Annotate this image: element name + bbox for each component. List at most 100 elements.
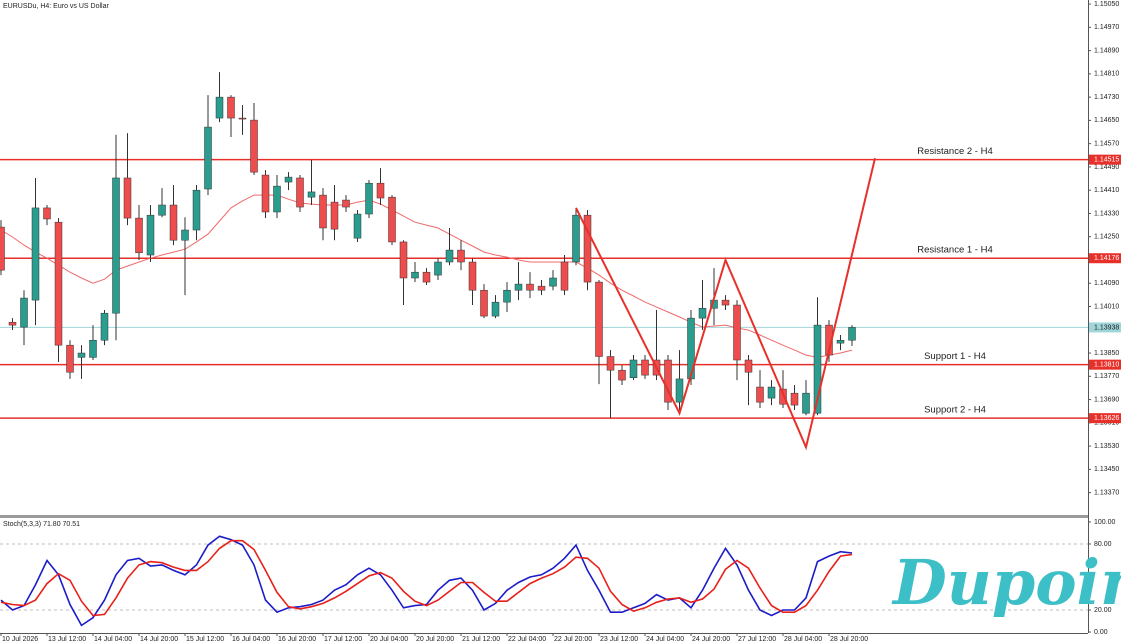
watermark-logo: Dupoin <box>891 546 1121 619</box>
x-tick-label: 21 Jul 12:00 <box>462 636 500 643</box>
y-tick-label: 1.14970 <box>1094 24 1119 31</box>
stochastic-line <box>0 539 853 617</box>
candle-body <box>836 339 845 344</box>
current-price-label: 1.13938 <box>1094 324 1119 331</box>
x-tick-label: 23 Jul 12:00 <box>600 636 638 643</box>
candle-body <box>181 229 189 241</box>
x-tick-label: 17 Jul 12:00 <box>324 636 362 643</box>
candle-body <box>802 392 810 414</box>
candle-body <box>238 117 247 120</box>
candle-body <box>284 176 293 183</box>
y-tick-label: 1.14010 <box>1094 303 1119 310</box>
candle-body <box>480 289 488 317</box>
candle-body <box>261 174 270 213</box>
level-name: Support 1 - H4 <box>924 351 986 362</box>
level-price-label: 1.13626 <box>1094 415 1119 422</box>
candle-body <box>537 285 546 291</box>
candle-body <box>595 281 603 357</box>
candle-body <box>629 359 638 378</box>
x-tick-label: 10 Jul 2026 <box>2 636 38 643</box>
candle-body <box>445 249 454 263</box>
y-tick-label: 1.13770 <box>1094 373 1119 380</box>
level-price-box <box>1089 413 1121 424</box>
candle-body <box>227 96 235 119</box>
candle-body <box>353 213 362 239</box>
candle-body <box>572 214 580 263</box>
candle-body <box>123 177 132 219</box>
candle-body <box>422 271 431 283</box>
candle-body <box>675 378 684 403</box>
level-name: Resistance 1 - H4 <box>917 245 993 256</box>
x-tick-label: 22 Jul 20:00 <box>554 636 592 643</box>
y-tick-label: 1.15050 <box>1094 1 1119 8</box>
candle-body <box>135 217 143 253</box>
current-price-box <box>1089 322 1121 333</box>
candle-body <box>192 189 201 231</box>
candle-body <box>756 386 764 403</box>
candle-body <box>664 359 672 403</box>
candle-body <box>687 317 695 380</box>
candle-body <box>721 299 730 306</box>
candle-body <box>112 177 120 314</box>
x-tick-label: 24 Jul 20:00 <box>692 636 730 643</box>
candle-body <box>376 182 385 199</box>
candle-body <box>491 301 500 317</box>
y-tick-label: 1.13530 <box>1094 443 1119 450</box>
level-price-label: 1.13810 <box>1094 362 1119 369</box>
candle-body <box>0 226 5 271</box>
level-price-box <box>1089 359 1121 370</box>
y-tick-label: 20.00 <box>1094 607 1112 614</box>
candle-body <box>388 196 396 243</box>
x-tick-label: 15 Jul 12:00 <box>186 636 224 643</box>
y-tick-label: 100.00 <box>1094 519 1116 526</box>
candle-body <box>767 386 776 399</box>
candle-body <box>8 321 17 326</box>
x-tick-label: 20 Jul 04:00 <box>370 636 408 643</box>
candle-body <box>146 214 155 256</box>
candle-body <box>158 204 166 216</box>
candle-body <box>606 356 615 371</box>
y-tick-label: 1.13370 <box>1094 489 1119 496</box>
y-tick-label: 0.00 <box>1094 629 1108 636</box>
y-tick-label: 1.14090 <box>1094 280 1119 287</box>
candle-body <box>503 289 511 303</box>
candle-body <box>744 359 753 373</box>
level-price-box <box>1089 253 1121 264</box>
zigzag-pattern <box>575 157 876 451</box>
x-tick-label: 22 Jul 04:00 <box>508 636 546 643</box>
level-price-box <box>1089 154 1121 165</box>
level-price-label: 1.14176 <box>1094 255 1119 262</box>
x-tick-label: 27 Jul 12:00 <box>738 636 776 643</box>
indicator-title: Stoch(5,3,3) 71.80 70.51 <box>3 521 80 528</box>
candle-body <box>526 283 534 291</box>
candle-body <box>813 324 822 414</box>
x-tick-label: 16 Jul 20:00 <box>278 636 316 643</box>
x-tick-label: 20 Jul 20:00 <box>416 636 454 643</box>
y-tick-label: 1.14330 <box>1094 210 1119 217</box>
y-tick-label: 1.14570 <box>1094 140 1119 147</box>
candle-body <box>365 182 373 215</box>
x-tick-label: 28 Jul 04:00 <box>784 636 822 643</box>
x-tick-label: 24 Jul 04:00 <box>646 636 684 643</box>
y-tick-label: 1.14650 <box>1094 117 1119 124</box>
candle-body <box>215 96 224 119</box>
level-price-label: 1.14515 <box>1094 156 1119 163</box>
candle-body <box>77 352 86 358</box>
candle-body <box>549 277 557 287</box>
candle-body <box>296 177 304 208</box>
candle-body <box>411 271 419 279</box>
candle-body <box>457 249 465 263</box>
y-tick-label: 1.13850 <box>1094 350 1119 357</box>
y-tick-label: 1.14730 <box>1094 94 1119 101</box>
candle-body <box>641 359 649 376</box>
candle-body <box>54 221 63 346</box>
candle-body <box>31 207 40 301</box>
x-tick-label: 16 Jul 04:00 <box>232 636 270 643</box>
level-name: Support 2 - H4 <box>924 405 986 416</box>
candle-body <box>250 119 258 173</box>
y-tick-label: 1.14890 <box>1094 47 1119 54</box>
candle-body <box>66 344 74 373</box>
candle-body <box>583 214 592 283</box>
